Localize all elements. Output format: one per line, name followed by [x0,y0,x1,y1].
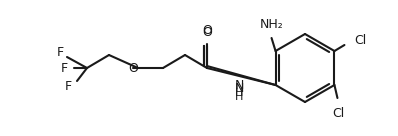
Text: H: H [235,89,244,98]
Text: O: O [202,24,212,37]
Text: O: O [202,26,212,39]
Text: F: F [64,81,72,94]
Text: Cl: Cl [355,33,367,47]
Text: NH₂: NH₂ [259,18,283,31]
Text: O: O [128,61,138,75]
Text: Cl: Cl [332,107,345,120]
Text: N: N [234,82,244,95]
Text: N: N [234,79,244,92]
Text: H: H [235,92,244,103]
Text: F: F [57,46,64,58]
Text: F: F [60,61,68,75]
